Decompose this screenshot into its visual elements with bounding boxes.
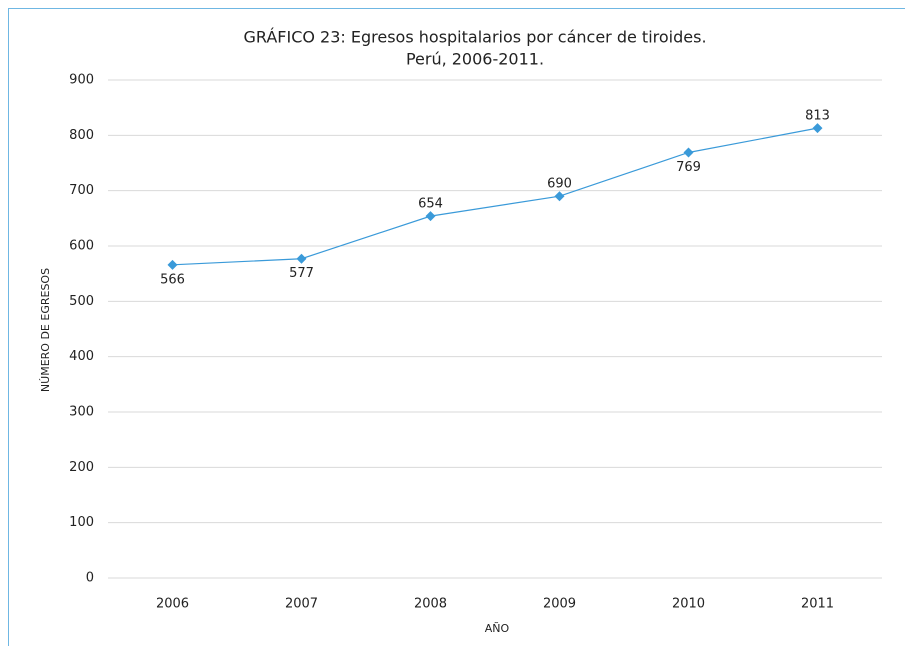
- frame: [8, 8, 905, 646]
- data-label: 769: [676, 160, 701, 175]
- data-label: 577: [289, 266, 314, 281]
- marker: [425, 211, 436, 222]
- y-tick-label: 100: [69, 515, 94, 530]
- y-tick-label: 600: [69, 239, 94, 254]
- x-axis-title: AÑO: [485, 622, 510, 635]
- y-axis-title: NÚMERO DE EGRESOS: [39, 268, 52, 392]
- data-label: 690: [547, 177, 572, 192]
- data-label: 566: [160, 272, 185, 287]
- y-tick-label: 300: [69, 405, 94, 420]
- y-tick-label: 500: [69, 294, 94, 309]
- marker: [296, 253, 307, 264]
- chart-subtitle: Perú, 2006-2011.: [406, 50, 544, 69]
- data-label: 813: [805, 109, 830, 124]
- y-tick-label: 400: [69, 349, 94, 364]
- y-tick-label: 0: [86, 571, 94, 586]
- line: [172, 127, 818, 266]
- marker: [554, 191, 565, 202]
- y-tick-label: 900: [69, 73, 94, 88]
- x-tick-label: 2009: [543, 597, 576, 612]
- marker: [812, 123, 823, 134]
- y-tick-label: 700: [69, 183, 94, 198]
- data-label: 654: [418, 197, 443, 212]
- x-tick-label: 2006: [156, 597, 189, 612]
- x-tick-label: 2010: [672, 597, 705, 612]
- x-tick-label: 2007: [285, 597, 318, 612]
- chart-title: GRÁFICO 23: Egresos hospitalarios por cá…: [243, 28, 706, 47]
- y-tick-label: 200: [69, 460, 94, 475]
- x-tick-label: 2011: [801, 597, 834, 612]
- y-tick-label: 800: [69, 128, 94, 143]
- marker: [683, 147, 694, 158]
- marker: [167, 259, 178, 270]
- x-tick-label: 2008: [414, 597, 447, 612]
